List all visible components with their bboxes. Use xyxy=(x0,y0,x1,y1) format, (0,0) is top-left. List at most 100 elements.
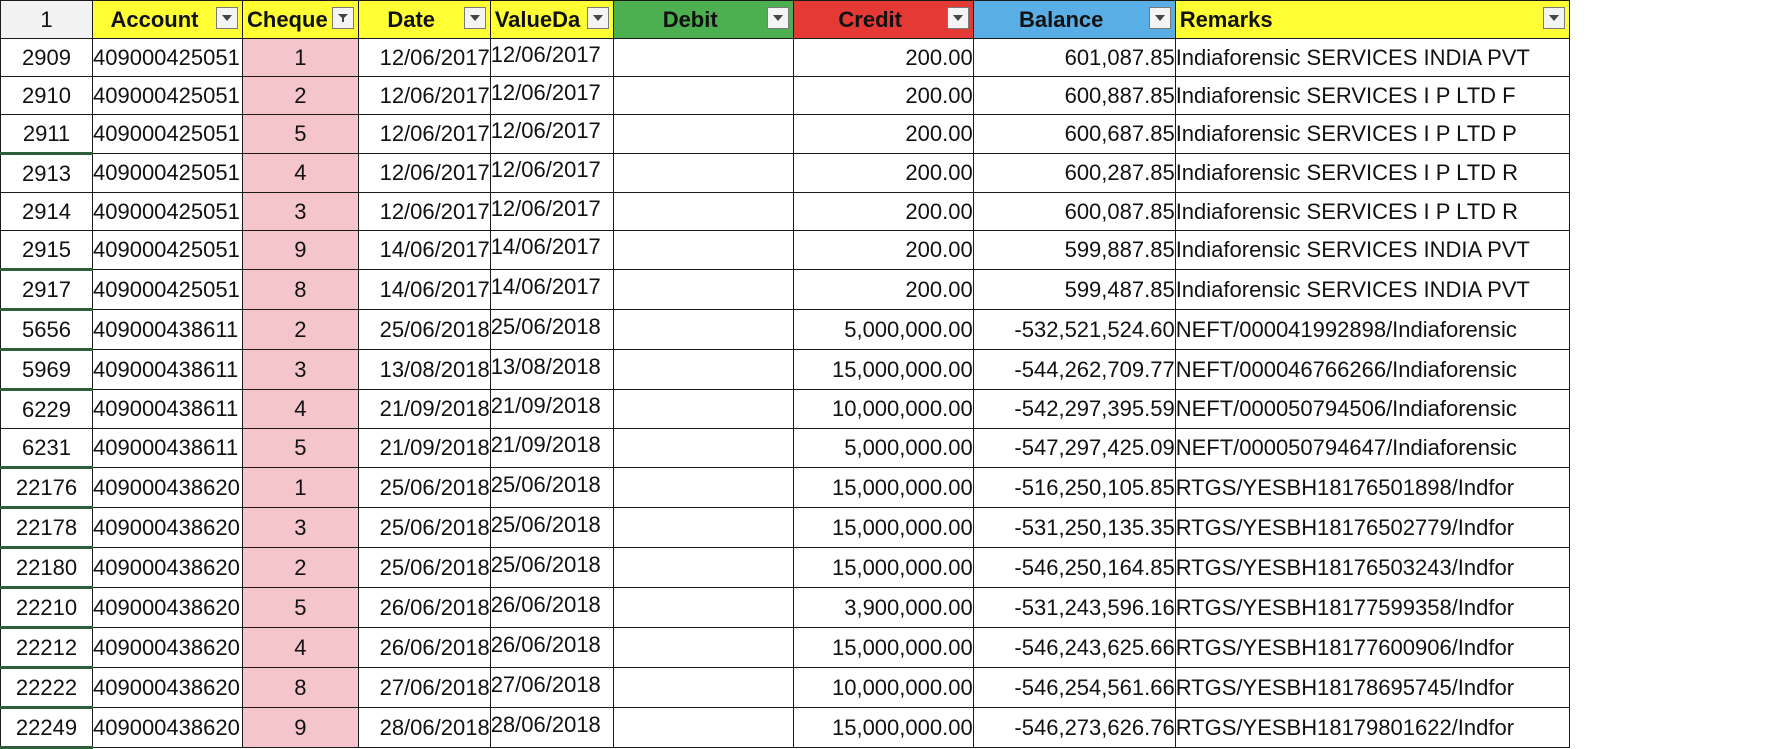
table-row[interactable]: 22178 409000438620 3 25/06/2018 25/06/20… xyxy=(0,504,1570,549)
filter-active-icon[interactable] xyxy=(331,7,354,29)
credit-cell[interactable]: 15,000,000.00 xyxy=(792,467,974,508)
value-date-cell[interactable]: 21/09/2018 xyxy=(489,425,614,465)
date-cell[interactable]: 25/06/2018 xyxy=(357,309,491,350)
value-date-cell[interactable]: 12/06/2017 xyxy=(489,189,614,228)
value-date-cell[interactable]: 25/06/2018 xyxy=(489,464,614,505)
table-row[interactable]: 2917 409000425051 8 14/06/2017 14/06/201… xyxy=(0,266,1570,311)
credit-cell[interactable]: 200.00 xyxy=(792,269,974,310)
table-row[interactable]: 2909 409000425051 1 12/06/2017 12/06/201… xyxy=(0,35,1570,77)
row-number[interactable]: 2910 xyxy=(0,76,93,115)
balance-cell[interactable]: -544,262,709.77 xyxy=(972,349,1176,390)
debit-cell[interactable] xyxy=(612,114,794,154)
date-cell[interactable]: 14/06/2017 xyxy=(357,269,491,310)
value-date-cell[interactable]: 28/06/2018 xyxy=(489,704,614,745)
date-cell[interactable]: 25/06/2018 xyxy=(357,507,491,548)
balance-cell[interactable]: 601,087.85 xyxy=(972,38,1176,77)
table-row[interactable]: 2913 409000425051 4 12/06/2017 12/06/201… xyxy=(0,150,1570,193)
date-cell[interactable]: 12/06/2017 xyxy=(357,76,491,115)
cheque-cell[interactable]: 5 xyxy=(242,428,359,468)
debit-cell[interactable] xyxy=(612,547,794,588)
account-cell[interactable]: 409000425051 xyxy=(92,230,243,270)
credit-cell[interactable]: 5,000,000.00 xyxy=(792,309,974,350)
filter-dropdown-icon[interactable] xyxy=(766,7,789,29)
credit-cell[interactable]: 15,000,000.00 xyxy=(792,547,974,588)
debit-cell[interactable] xyxy=(612,349,794,390)
cheque-cell[interactable]: 8 xyxy=(242,667,359,708)
date-cell[interactable]: 12/06/2017 xyxy=(357,192,491,231)
cheque-cell[interactable]: 8 xyxy=(242,269,359,310)
balance-cell[interactable]: -516,250,105.85 xyxy=(972,467,1176,508)
table-row[interactable]: 22222 409000438620 8 27/06/2018 27/06/20… xyxy=(0,664,1570,709)
credit-cell[interactable]: 200.00 xyxy=(792,153,974,193)
row-number[interactable]: 22222 xyxy=(0,667,93,709)
table-row[interactable]: 5656 409000438611 2 25/06/2018 25/06/201… xyxy=(0,306,1570,351)
debit-cell[interactable] xyxy=(612,667,794,708)
credit-cell[interactable]: 200.00 xyxy=(792,38,974,77)
row-number[interactable]: 5969 xyxy=(0,349,93,391)
remarks-cell[interactable]: RTGS/YESBH18178695745/Indfor xyxy=(1174,667,1570,708)
account-cell[interactable]: 409000425051 xyxy=(92,269,243,310)
credit-cell[interactable]: 15,000,000.00 xyxy=(792,349,974,390)
balance-cell[interactable]: 599,487.85 xyxy=(972,269,1176,310)
row-number[interactable]: 22210 xyxy=(0,587,93,629)
cheque-cell[interactable]: 2 xyxy=(242,309,359,350)
balance-cell[interactable]: -532,521,524.60 xyxy=(972,309,1176,350)
date-cell[interactable]: 13/08/2018 xyxy=(357,349,491,390)
debit-cell[interactable] xyxy=(612,467,794,508)
row-header-corner[interactable]: 1 xyxy=(0,0,93,39)
column-header-credit[interactable]: Credit xyxy=(792,0,974,39)
column-header-cheque[interactable]: Cheque xyxy=(242,0,359,39)
value-date-cell[interactable]: 14/06/2017 xyxy=(489,266,614,307)
filter-dropdown-icon[interactable] xyxy=(1542,7,1565,29)
row-number[interactable]: 22176 xyxy=(0,467,93,509)
debit-cell[interactable] xyxy=(612,38,794,77)
value-date-cell[interactable]: 12/06/2017 xyxy=(489,111,614,151)
account-cell[interactable]: 409000438620 xyxy=(92,667,243,708)
account-cell[interactable]: 409000425051 xyxy=(92,153,243,193)
column-header-balance[interactable]: Balance xyxy=(972,0,1176,39)
account-cell[interactable]: 409000438611 xyxy=(92,309,243,350)
credit-cell[interactable]: 5,000,000.00 xyxy=(792,428,974,468)
value-date-cell[interactable]: 27/06/2018 xyxy=(489,664,614,705)
balance-cell[interactable]: 600,887.85 xyxy=(972,76,1176,115)
cheque-cell[interactable]: 1 xyxy=(242,38,359,77)
balance-cell[interactable]: 600,287.85 xyxy=(972,153,1176,193)
remarks-cell[interactable]: RTGS/YESBH18176502779/Indfor xyxy=(1174,507,1570,548)
value-date-cell[interactable]: 26/06/2018 xyxy=(489,624,614,665)
debit-cell[interactable] xyxy=(612,309,794,350)
date-cell[interactable]: 12/06/2017 xyxy=(357,153,491,193)
account-cell[interactable]: 409000438620 xyxy=(92,467,243,508)
remarks-cell[interactable]: Indiaforensic SERVICES INDIA PVT xyxy=(1174,38,1570,77)
credit-cell[interactable]: 10,000,000.00 xyxy=(792,389,974,429)
cheque-cell[interactable]: 9 xyxy=(242,230,359,270)
debit-cell[interactable] xyxy=(612,507,794,548)
remarks-cell[interactable]: NEFT/000046766266/Indiaforensic xyxy=(1174,349,1570,390)
value-date-cell[interactable]: 25/06/2018 xyxy=(489,544,614,585)
column-header-debit[interactable]: Debit xyxy=(612,0,794,39)
row-number[interactable]: 6231 xyxy=(0,428,93,469)
value-date-cell[interactable]: 14/06/2017 xyxy=(489,227,614,267)
account-cell[interactable]: 409000438620 xyxy=(92,547,243,588)
debit-cell[interactable] xyxy=(612,428,794,468)
date-cell[interactable]: 14/06/2017 xyxy=(357,230,491,270)
table-row[interactable]: 22176 409000438620 1 25/06/2018 25/06/20… xyxy=(0,464,1570,509)
credit-cell[interactable]: 200.00 xyxy=(792,230,974,270)
value-date-cell[interactable]: 25/06/2018 xyxy=(489,504,614,545)
table-row[interactable]: 6231 409000438611 5 21/09/2018 21/09/201… xyxy=(0,425,1570,469)
remarks-cell[interactable]: Indiaforensic SERVICES I P LTD P xyxy=(1174,114,1570,154)
row-number[interactable]: 22212 xyxy=(0,627,93,669)
table-row[interactable]: 6229 409000438611 4 21/09/2018 21/09/201… xyxy=(0,386,1570,429)
filter-dropdown-icon[interactable] xyxy=(1148,7,1171,29)
remarks-cell[interactable]: Indiaforensic SERVICES I P LTD R xyxy=(1174,192,1570,231)
value-date-cell[interactable]: 13/08/2018 xyxy=(489,346,614,387)
table-row[interactable]: 2914 409000425051 3 12/06/2017 12/06/201… xyxy=(0,189,1570,231)
cheque-cell[interactable]: 2 xyxy=(242,547,359,588)
table-row[interactable]: 2911 409000425051 5 12/06/2017 12/06/201… xyxy=(0,111,1570,155)
date-cell[interactable]: 25/06/2018 xyxy=(357,467,491,508)
date-cell[interactable]: 27/06/2018 xyxy=(357,667,491,708)
account-cell[interactable]: 409000438620 xyxy=(92,507,243,548)
remarks-cell[interactable]: NEFT/000041992898/Indiaforensic xyxy=(1174,309,1570,350)
balance-cell[interactable]: 600,087.85 xyxy=(972,192,1176,231)
row-number[interactable]: 2909 xyxy=(0,38,93,77)
date-cell[interactable]: 21/09/2018 xyxy=(357,428,491,468)
